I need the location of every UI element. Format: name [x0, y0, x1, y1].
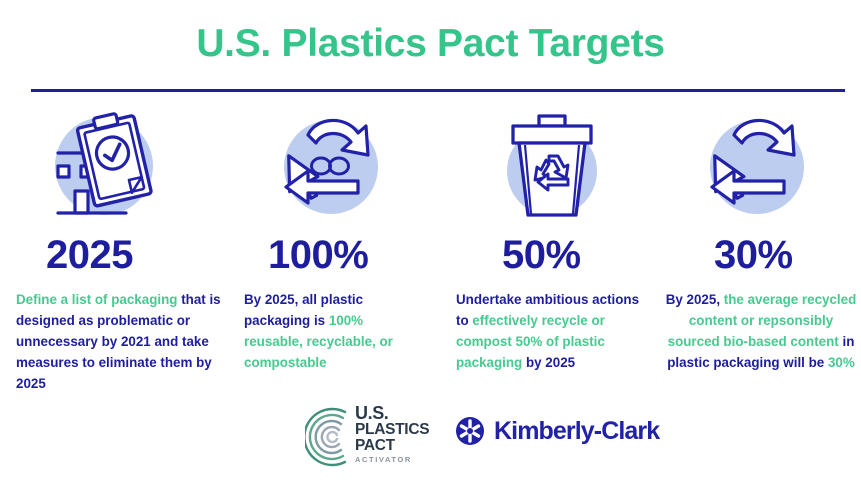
- target-description: Define a list of packaging that is desig…: [10, 290, 232, 395]
- target-column-50: 50% Undertake ambitious actions to effec…: [444, 106, 662, 374]
- kimberly-clark-logo: Kimberly-Clark: [455, 414, 660, 448]
- pact-line-us: U.S.: [355, 403, 389, 423]
- stat-value: 2025: [46, 233, 133, 277]
- pact-line-pact: PACT: [355, 437, 395, 455]
- target-description: By 2025, all plastic packaging is 100% r…: [240, 290, 414, 374]
- kimberly-clark-starburst-icon: [456, 417, 484, 445]
- description-run: in plastic packaging will be: [667, 333, 855, 370]
- description-run: that is designed as problematic or unnec…: [16, 292, 221, 391]
- description-run: 100% reusable, recyclable, or compostabl…: [244, 312, 393, 370]
- pact-line-plastics: PLASTICS: [355, 421, 430, 439]
- pact-rings-icon: [305, 407, 347, 467]
- description-run: By 2025,: [665, 292, 724, 307]
- description-run: by 2025: [525, 354, 576, 370]
- targets-columns: 2025 Define a list of packaging that is …: [0, 106, 861, 406]
- stat-value: 100%: [268, 233, 369, 277]
- us-plastics-pact-logo: U.S. PLASTICS PACT ACTIVATOR: [305, 400, 441, 478]
- target-description: Undertake ambitious actions to effective…: [452, 290, 642, 374]
- target-column-100: 100% By 2025, all plastic packaging is 1…: [232, 106, 444, 374]
- description-run: Define a list of packaging: [16, 292, 178, 307]
- target-column-30: 30% By 2025, the average recycled conten…: [662, 106, 861, 374]
- target-column-2025: 2025 Define a list of packaging that is …: [0, 106, 232, 395]
- recycling-arrows-infinity-icon: [284, 118, 378, 214]
- pact-wordmark: U.S. PLASTICS PACT ACTIVATOR: [355, 403, 430, 464]
- pact-line-activator: ACTIVATOR: [355, 454, 412, 464]
- stat-value: 50%: [502, 233, 581, 277]
- description-run: the average recycled content or repsonsi…: [667, 292, 857, 349]
- header: U.S. Plastics Pact Targets: [0, 0, 861, 92]
- page-title: U.S. Plastics Pact Targets: [196, 22, 665, 65]
- description-run: By 2025, all plastic packaging is: [244, 292, 364, 328]
- description-run: 30%: [827, 354, 855, 370]
- icon-container: [452, 106, 662, 224]
- icon-container: [10, 106, 232, 224]
- description-run: effectively recycle or compost 50% of pl…: [456, 312, 605, 370]
- title-divider: [31, 89, 845, 92]
- description-run: Undertake ambitious actions to: [456, 292, 640, 328]
- stat-value: 30%: [714, 233, 793, 277]
- target-description: By 2025, the average recycled content or…: [664, 290, 858, 374]
- kimberly-clark-wordmark: Kimberly-Clark: [494, 416, 660, 445]
- recycling-arrows-icon: [710, 118, 804, 214]
- clipboard-check-icon: [55, 112, 153, 215]
- icon-container: [240, 106, 444, 224]
- recycle-bin-icon: [507, 114, 597, 217]
- logo-row: U.S. PLASTICS PACT ACTIVATOR Kimberly-Cl…: [0, 398, 861, 483]
- icon-container: [664, 106, 861, 224]
